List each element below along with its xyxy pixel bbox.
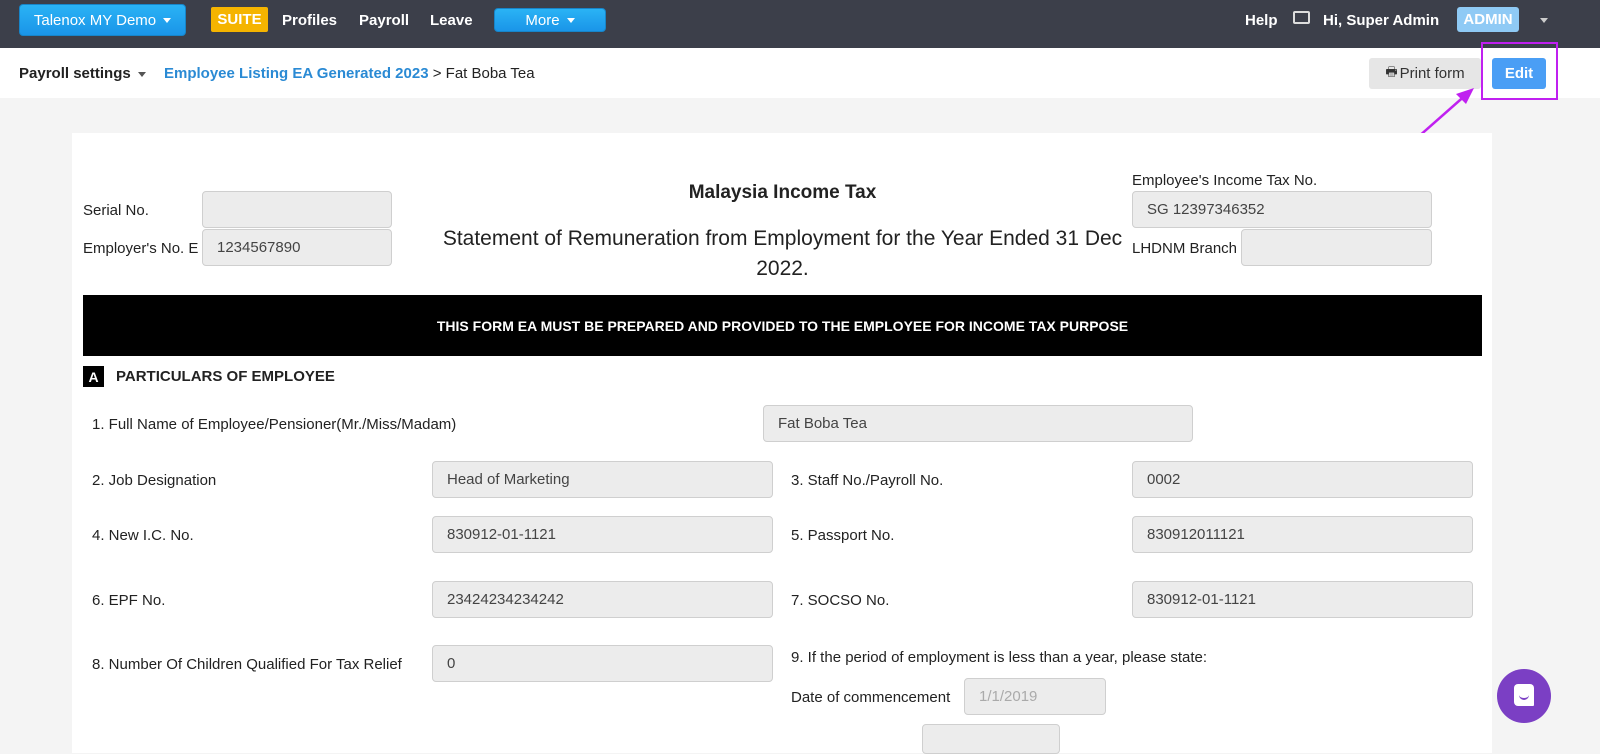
- job-label: 2. Job Designation: [92, 472, 217, 489]
- socso-input[interactable]: 830912-01-1121: [1132, 581, 1473, 618]
- user-greeting[interactable]: Hi, Super Admin: [1323, 12, 1440, 29]
- billing-card-icon[interactable]: [1293, 11, 1310, 24]
- breadcrumb-listing-link[interactable]: Employee Listing EA Generated 2023: [164, 65, 429, 82]
- ic-input[interactable]: 830912-01-1121: [432, 516, 773, 553]
- chat-launcher-button[interactable]: [1497, 669, 1551, 723]
- full-name-label: 1. Full Name of Employee/Pensioner(Mr./M…: [92, 416, 457, 433]
- staff-no-label: 3. Staff No./Payroll No.: [791, 472, 944, 489]
- nav-profiles[interactable]: Profiles: [282, 12, 338, 29]
- company-switcher[interactable]: Talenox MY Demo: [19, 4, 186, 36]
- tax-no-label: Employee's Income Tax No.: [1132, 172, 1318, 189]
- tax-no-input[interactable]: SG 12397346352: [1132, 191, 1432, 228]
- branch-label: LHDNM Branch: [1132, 240, 1238, 257]
- nav-leave[interactable]: Leave: [430, 12, 473, 29]
- printer-icon: 🖶: [1385, 63, 1398, 79]
- epf-input[interactable]: 23424234234242: [432, 581, 773, 618]
- passport-input[interactable]: 830912011121: [1132, 516, 1473, 553]
- chat-icon: [1514, 684, 1534, 706]
- print-form-button[interactable]: 🖶 Print form: [1369, 58, 1481, 89]
- employer-no-input[interactable]: 1234567890: [202, 229, 392, 266]
- breadcrumb-separator: >: [432, 65, 442, 82]
- full-name-input[interactable]: Fat Boba Tea: [763, 405, 1193, 442]
- section-title: PARTICULARS OF EMPLOYEE: [116, 368, 335, 385]
- socso-label: 7. SOCSO No.: [791, 592, 890, 609]
- top-navbar: Talenox MY Demo SUITE Profiles Payroll L…: [0, 0, 1600, 48]
- passport-label: 5. Passport No.: [791, 527, 895, 544]
- help-link[interactable]: Help: [1245, 12, 1278, 29]
- suite-badge[interactable]: SUITE: [211, 7, 268, 32]
- form-banner: THIS FORM EA MUST BE PREPARED AND PROVID…: [83, 295, 1482, 356]
- breadcrumb-bar: Payroll settings Employee Listing EA Gen…: [0, 48, 1600, 98]
- annotation-highlight-box: [1481, 42, 1558, 100]
- period-label: 9. If the period of employment is less t…: [791, 649, 1208, 666]
- serial-label: Serial No.: [83, 202, 149, 219]
- nav-payroll[interactable]: Payroll: [359, 12, 410, 29]
- role-badge: ADMIN: [1457, 7, 1519, 32]
- cessation-input[interactable]: [922, 724, 1060, 754]
- payroll-settings-dropdown[interactable]: Payroll settings: [19, 65, 146, 82]
- staff-no-input[interactable]: 0002: [1132, 461, 1473, 498]
- children-input[interactable]: 0: [432, 645, 773, 682]
- company-name: Talenox MY Demo: [33, 11, 157, 29]
- breadcrumb-current: Fat Boba Tea: [445, 65, 535, 82]
- employer-no-label: Employer's No. E: [83, 240, 199, 257]
- payroll-settings-label: Payroll settings: [19, 65, 131, 82]
- form-title: Malaysia Income Tax: [688, 182, 877, 203]
- print-label: Print form: [1399, 65, 1465, 82]
- more-label: More: [525, 11, 560, 29]
- edit-button[interactable]: Edit: [1492, 58, 1546, 89]
- form-subtitle: Statement of Remuneration from Employmen…: [442, 227, 1123, 280]
- more-menu-button[interactable]: More: [494, 8, 606, 32]
- branch-input[interactable]: [1241, 229, 1432, 266]
- user-menu-caret-icon[interactable]: [1540, 18, 1548, 23]
- breadcrumb: Employee Listing EA Generated 2023 > Fat…: [164, 65, 535, 82]
- section-letter: A: [83, 366, 104, 387]
- commence-input[interactable]: 1/1/2019: [964, 678, 1106, 715]
- commence-label: Date of commencement: [791, 689, 951, 706]
- job-input[interactable]: Head of Marketing: [432, 461, 773, 498]
- epf-label: 6. EPF No.: [92, 592, 166, 609]
- children-label: 8. Number Of Children Qualified For Tax …: [92, 656, 402, 673]
- ic-label: 4. New I.C. No.: [92, 527, 194, 544]
- serial-input[interactable]: [202, 191, 392, 228]
